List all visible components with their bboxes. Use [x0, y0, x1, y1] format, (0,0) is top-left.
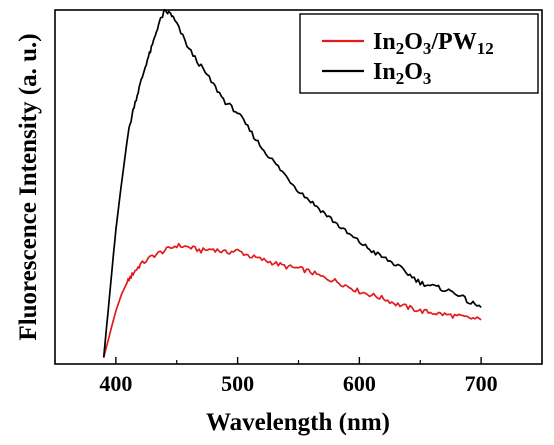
- series-line-in2o3: [102, 8, 482, 358]
- x-tick-label: 600: [343, 371, 376, 396]
- legend-label-part: O: [404, 29, 423, 55]
- x-axis-ticks: 400 500 600 700: [54, 357, 543, 396]
- legend-label-subscript: 3: [423, 39, 432, 58]
- legend-label-subscript: 2: [396, 69, 405, 88]
- legend-box: [299, 13, 539, 94]
- legend-label-subscript: 12: [477, 39, 494, 58]
- x-tick-label: 700: [465, 371, 498, 396]
- legend-label-part: In: [373, 59, 396, 85]
- x-axis-title: Wavelength (nm): [206, 409, 390, 436]
- legend-label-subscript: 2: [396, 39, 405, 58]
- x-tick-label: 400: [99, 371, 132, 396]
- series-layer: [102, 8, 482, 358]
- y-axis-title: Fluorescence Intensity (a. u.): [15, 33, 42, 340]
- legend-label-in2o3-pw12: In2O3/PW12: [373, 29, 494, 58]
- legend-label-in2o3: In2O3: [373, 59, 431, 88]
- legend-label-part: In: [373, 29, 396, 55]
- legend-label-part: O: [404, 59, 423, 85]
- legend: In2O3/PW12 In2O3: [299, 13, 539, 94]
- legend-label-subscript: 3: [423, 69, 432, 88]
- series-line-in2o3-pw12: [102, 242, 482, 358]
- x-tick-label: 500: [221, 371, 254, 396]
- legend-label-part: /PW: [430, 29, 476, 55]
